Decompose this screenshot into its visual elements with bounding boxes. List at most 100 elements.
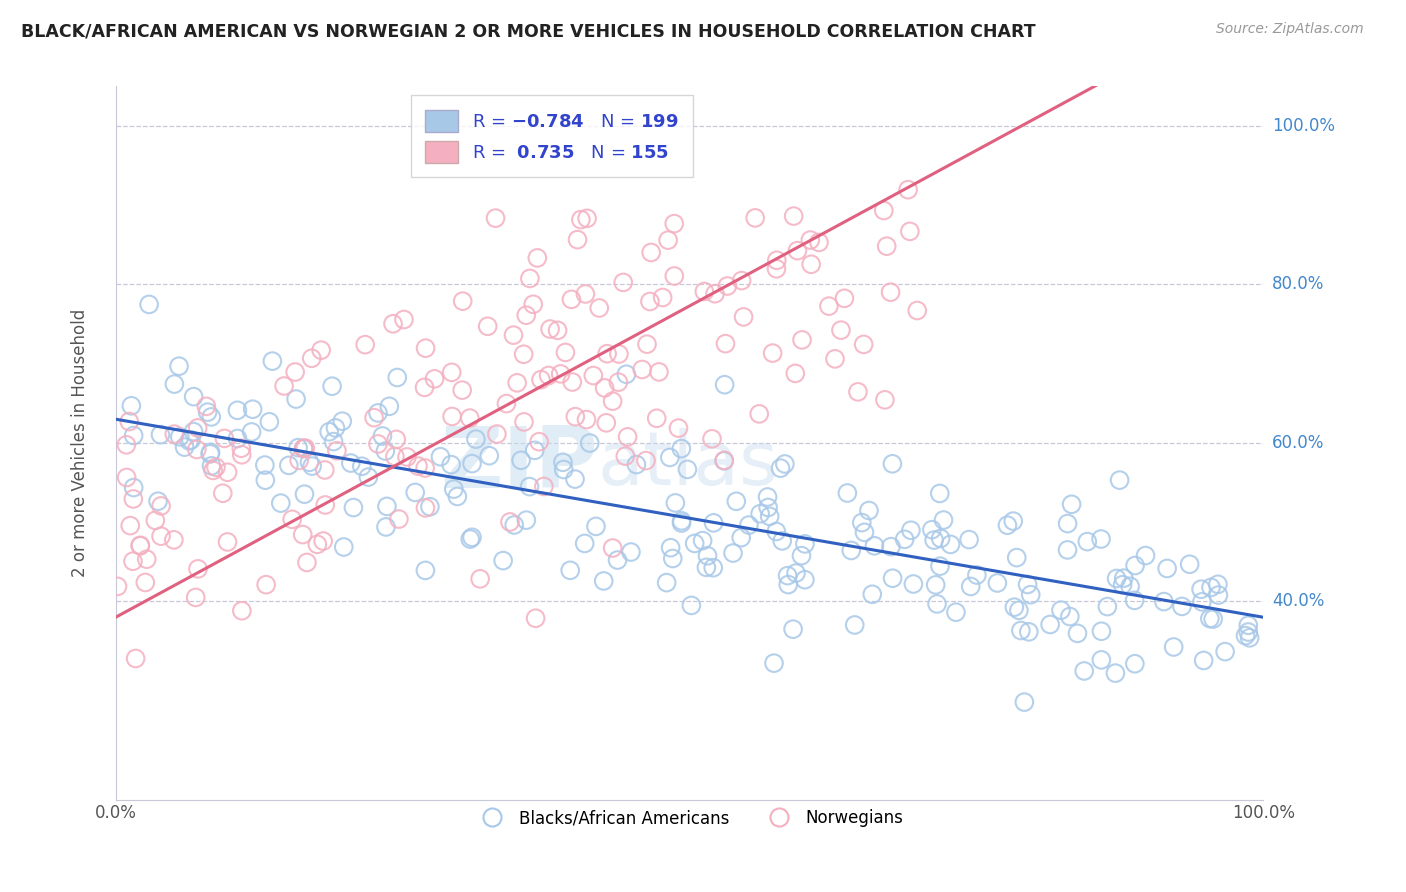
Point: [404, 485, 426, 500]
Point: [395, 450, 418, 464]
Point: [415, 563, 437, 577]
Point: [575, 412, 598, 426]
Point: [713, 453, 735, 467]
Point: [107, 579, 129, 593]
Point: [292, 442, 315, 456]
Point: [513, 415, 536, 429]
Point: [288, 453, 311, 467]
Point: [1123, 657, 1146, 671]
Point: [714, 336, 737, 351]
Point: [526, 251, 548, 265]
Point: [523, 443, 546, 458]
Point: [959, 579, 981, 593]
Point: [1018, 624, 1040, 639]
Point: [929, 532, 952, 546]
Text: 60.0%: 60.0%: [1272, 434, 1324, 452]
Point: [413, 380, 436, 394]
Point: [163, 377, 186, 392]
Point: [873, 203, 896, 218]
Point: [900, 523, 922, 537]
Point: [301, 459, 323, 474]
Point: [375, 520, 398, 534]
Point: [758, 509, 780, 524]
Point: [695, 560, 717, 574]
Point: [367, 406, 389, 420]
Point: [547, 323, 569, 337]
Point: [298, 455, 321, 469]
Text: Source: ZipAtlas.com: Source: ZipAtlas.com: [1216, 22, 1364, 37]
Point: [560, 563, 582, 577]
Point: [461, 457, 484, 471]
Point: [451, 383, 474, 397]
Point: [285, 392, 308, 406]
Point: [655, 575, 678, 590]
Point: [118, 415, 141, 429]
Point: [270, 496, 292, 510]
Point: [354, 337, 377, 351]
Point: [363, 410, 385, 425]
Point: [880, 540, 903, 554]
Point: [1066, 626, 1088, 640]
Point: [730, 531, 752, 545]
Point: [226, 432, 249, 446]
Point: [340, 456, 363, 470]
Point: [446, 490, 468, 504]
Point: [595, 416, 617, 430]
Point: [1111, 578, 1133, 592]
Point: [231, 448, 253, 462]
Point: [484, 211, 506, 226]
Point: [322, 434, 344, 449]
Point: [134, 575, 156, 590]
Point: [464, 432, 486, 446]
Point: [782, 622, 804, 636]
Point: [1105, 572, 1128, 586]
Point: [733, 310, 755, 324]
Point: [1153, 594, 1175, 608]
Point: [873, 392, 896, 407]
Point: [713, 454, 735, 468]
Point: [254, 473, 277, 487]
Point: [478, 449, 501, 463]
Point: [824, 351, 846, 366]
Point: [287, 441, 309, 455]
Point: [620, 545, 643, 559]
Point: [986, 576, 1008, 591]
Point: [1199, 581, 1222, 595]
Point: [122, 491, 145, 506]
Point: [169, 430, 191, 444]
Point: [538, 322, 561, 336]
Point: [818, 299, 841, 313]
Point: [612, 276, 634, 290]
Point: [388, 512, 411, 526]
Point: [326, 443, 349, 458]
Point: [585, 519, 607, 533]
Point: [550, 367, 572, 381]
Point: [163, 427, 186, 442]
Point: [1050, 603, 1073, 617]
Point: [834, 291, 856, 305]
Point: [524, 611, 547, 625]
Point: [458, 411, 481, 425]
Point: [839, 543, 862, 558]
Point: [124, 651, 146, 665]
Point: [129, 539, 152, 553]
Point: [858, 503, 880, 517]
Point: [749, 507, 772, 521]
Point: [683, 536, 706, 550]
Point: [429, 450, 451, 464]
Point: [1104, 666, 1126, 681]
Point: [186, 442, 208, 457]
Point: [744, 211, 766, 225]
Point: [138, 297, 160, 311]
Point: [576, 211, 599, 226]
Point: [1108, 473, 1130, 487]
Point: [928, 486, 950, 500]
Point: [120, 399, 142, 413]
Point: [561, 375, 583, 389]
Point: [853, 525, 876, 540]
Point: [681, 599, 703, 613]
Point: [567, 233, 589, 247]
Point: [769, 461, 792, 475]
Point: [799, 233, 821, 247]
Point: [945, 605, 967, 619]
